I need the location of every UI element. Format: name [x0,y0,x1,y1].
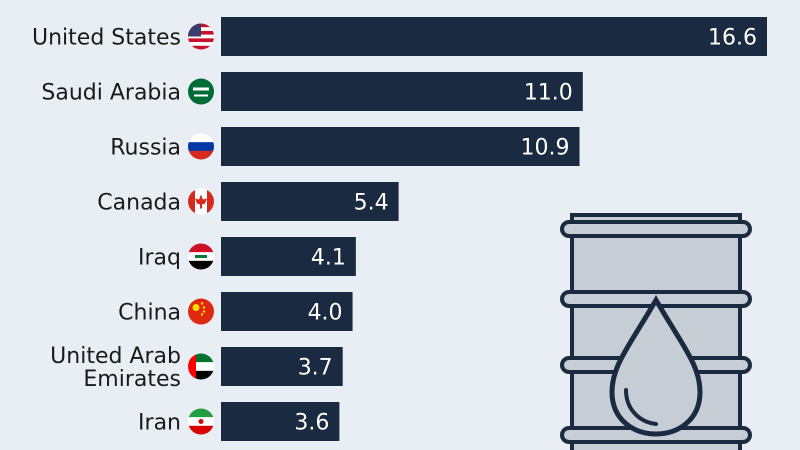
category-label-3: Russia [110,136,181,161]
category-label-line: United Arab [50,344,181,369]
bar-2 [221,72,583,111]
value-label-4: 5.4 [354,191,389,216]
bars-layer: 16.6 United States 11.0 Saudi Arabia 10.9 Rus… [32,17,767,441]
category-label-line: Iraq [138,246,181,271]
bar-8 [221,402,340,441]
category-label-line: Canada [97,191,181,216]
category-label-8: Iran [138,411,181,436]
category-label-line: Iran [138,411,181,436]
value-label-7: 3.7 [298,356,333,381]
category-label-line: Saudi Arabia [41,81,181,106]
value-label-3: 10.9 [521,136,570,161]
bar-5 [221,237,356,276]
category-label-7: United Arab Emirates [50,344,181,392]
category-label-line: Russia [110,136,181,161]
oil-barrel-icon [560,213,752,450]
bar-7 [221,347,343,386]
category-label-1: United States [32,26,181,51]
category-label-line: United States [32,26,181,51]
category-label-line: Emirates [83,367,181,392]
value-label-5: 4.1 [311,246,346,271]
value-label-2: 11.0 [524,81,573,106]
uae-flag-icon [188,353,214,380]
canada-flag-icon [188,188,214,215]
category-label-5: Iraq [138,246,181,271]
category-label-line: China [118,301,181,326]
category-label-4: Canada [97,191,181,216]
saudi-arabia-flag-icon [188,78,214,105]
bar-3 [221,127,580,166]
category-label-6: China [118,301,181,326]
value-label-8: 3.6 [294,411,329,436]
bar-6 [221,292,353,331]
category-label-2: Saudi Arabia [41,81,181,106]
bar-4 [221,182,399,221]
russia-flag-icon [188,133,214,160]
iran-flag-icon [188,408,214,435]
value-label-6: 4.0 [308,301,343,326]
china-flag-icon [188,298,214,325]
us-flag-icon [188,23,214,50]
oil-drop-icon [609,295,703,437]
value-label-1: 16.6 [708,26,757,51]
iraq-flag-icon [188,243,214,270]
bar-1 [221,17,767,56]
